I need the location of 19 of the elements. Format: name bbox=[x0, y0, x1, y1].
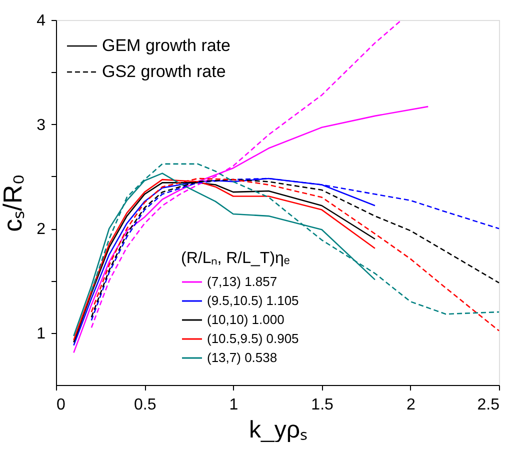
y-axis-title: cₛ/R₀ bbox=[0, 174, 28, 232]
legend-label: (7,13) 1.857 bbox=[207, 274, 278, 289]
x-tick-label: 1.5 bbox=[311, 396, 334, 414]
y-tick-label: 2 bbox=[36, 221, 46, 238]
y-tick-label: 3 bbox=[36, 116, 46, 134]
legend-label: (9.5,10.5) 1.105 bbox=[207, 293, 299, 308]
legend-title: (R/Lₙ, R/L_T)ηₑ bbox=[181, 250, 290, 267]
annotation: GS2 growth rate bbox=[102, 62, 226, 81]
x-tick-label: 0 bbox=[56, 396, 66, 414]
legend-label: (10,10) 1.000 bbox=[207, 312, 284, 327]
annotation: GEM growth rate bbox=[102, 36, 230, 55]
legend-label: (10.5,9.5) 0.905 bbox=[207, 331, 299, 346]
x-tick-label: 1 bbox=[229, 396, 238, 414]
y-tick-label: 4 bbox=[36, 12, 46, 30]
legend-label: (13,7) 0.538 bbox=[207, 350, 278, 365]
x-tick-label: 2 bbox=[406, 396, 416, 414]
x-tick-label: 2.5 bbox=[477, 396, 500, 414]
x-tick-label: 0.5 bbox=[134, 396, 156, 414]
y-tick-label: 1 bbox=[36, 325, 46, 342]
